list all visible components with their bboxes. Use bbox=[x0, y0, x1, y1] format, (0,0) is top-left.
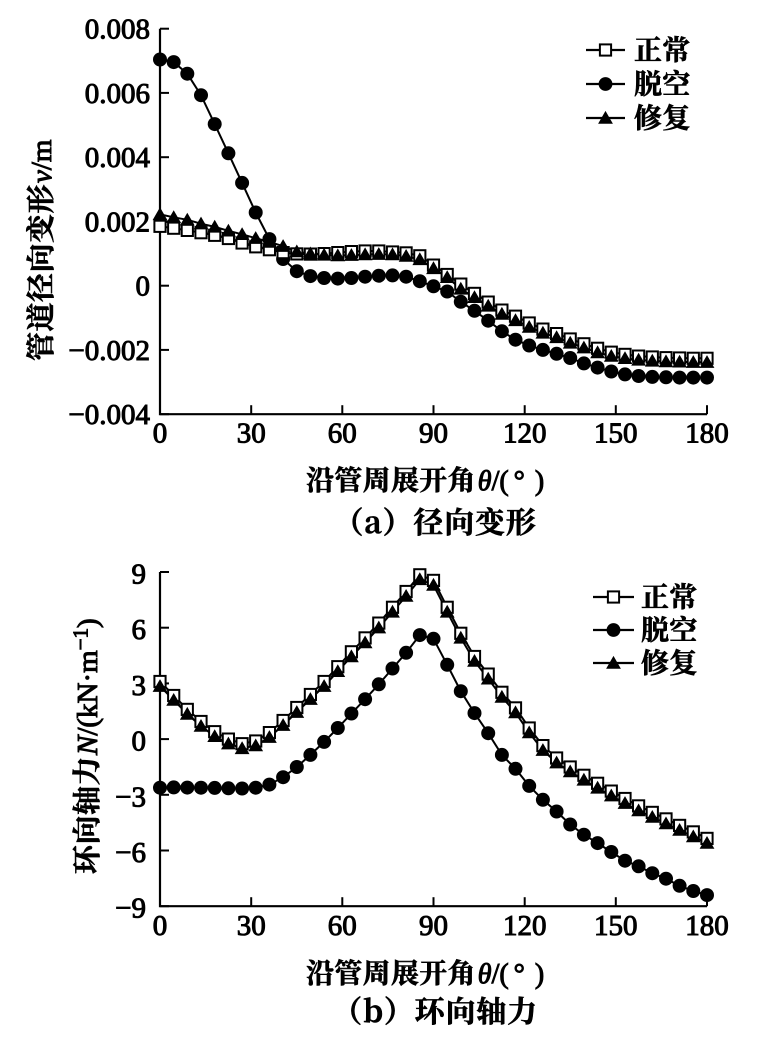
svg-text:180: 180 bbox=[685, 418, 729, 450]
svg-text:120: 120 bbox=[503, 418, 547, 450]
svg-text:150: 150 bbox=[594, 418, 638, 450]
svg-text:9: 9 bbox=[132, 559, 147, 591]
svg-text:0.004: 0.004 bbox=[85, 142, 151, 174]
svg-text:0.008: 0.008 bbox=[85, 14, 150, 46]
svg-text:−0.002: −0.002 bbox=[68, 335, 150, 367]
svg-text:0: 0 bbox=[153, 910, 168, 942]
svg-text:0: 0 bbox=[136, 271, 151, 303]
svg-text:−3: −3 bbox=[115, 781, 146, 813]
svg-text:−0.004: −0.004 bbox=[68, 399, 150, 431]
svg-text:6: 6 bbox=[132, 614, 147, 646]
svg-text:0.002: 0.002 bbox=[85, 206, 150, 238]
svg-text:90: 90 bbox=[419, 910, 448, 942]
svg-text:150: 150 bbox=[594, 910, 638, 942]
svg-text:30: 30 bbox=[237, 418, 266, 450]
svg-text:60: 60 bbox=[328, 418, 357, 450]
svg-text:0: 0 bbox=[153, 418, 168, 450]
svg-text:0.006: 0.006 bbox=[85, 78, 150, 110]
svg-text:−6: −6 bbox=[115, 837, 146, 869]
svg-text:30: 30 bbox=[237, 910, 266, 942]
svg-text:180: 180 bbox=[685, 910, 729, 942]
svg-text:3: 3 bbox=[132, 670, 147, 702]
svg-text:90: 90 bbox=[419, 418, 448, 450]
svg-text:120: 120 bbox=[503, 910, 547, 942]
svg-text:60: 60 bbox=[328, 910, 357, 942]
svg-text:−9: −9 bbox=[115, 893, 146, 925]
svg-text:v/m: v/m bbox=[26, 139, 58, 183]
svg-text:0: 0 bbox=[132, 726, 147, 758]
svg-text:N/(kN·m−1): N/(kN·m−1) bbox=[69, 618, 105, 756]
